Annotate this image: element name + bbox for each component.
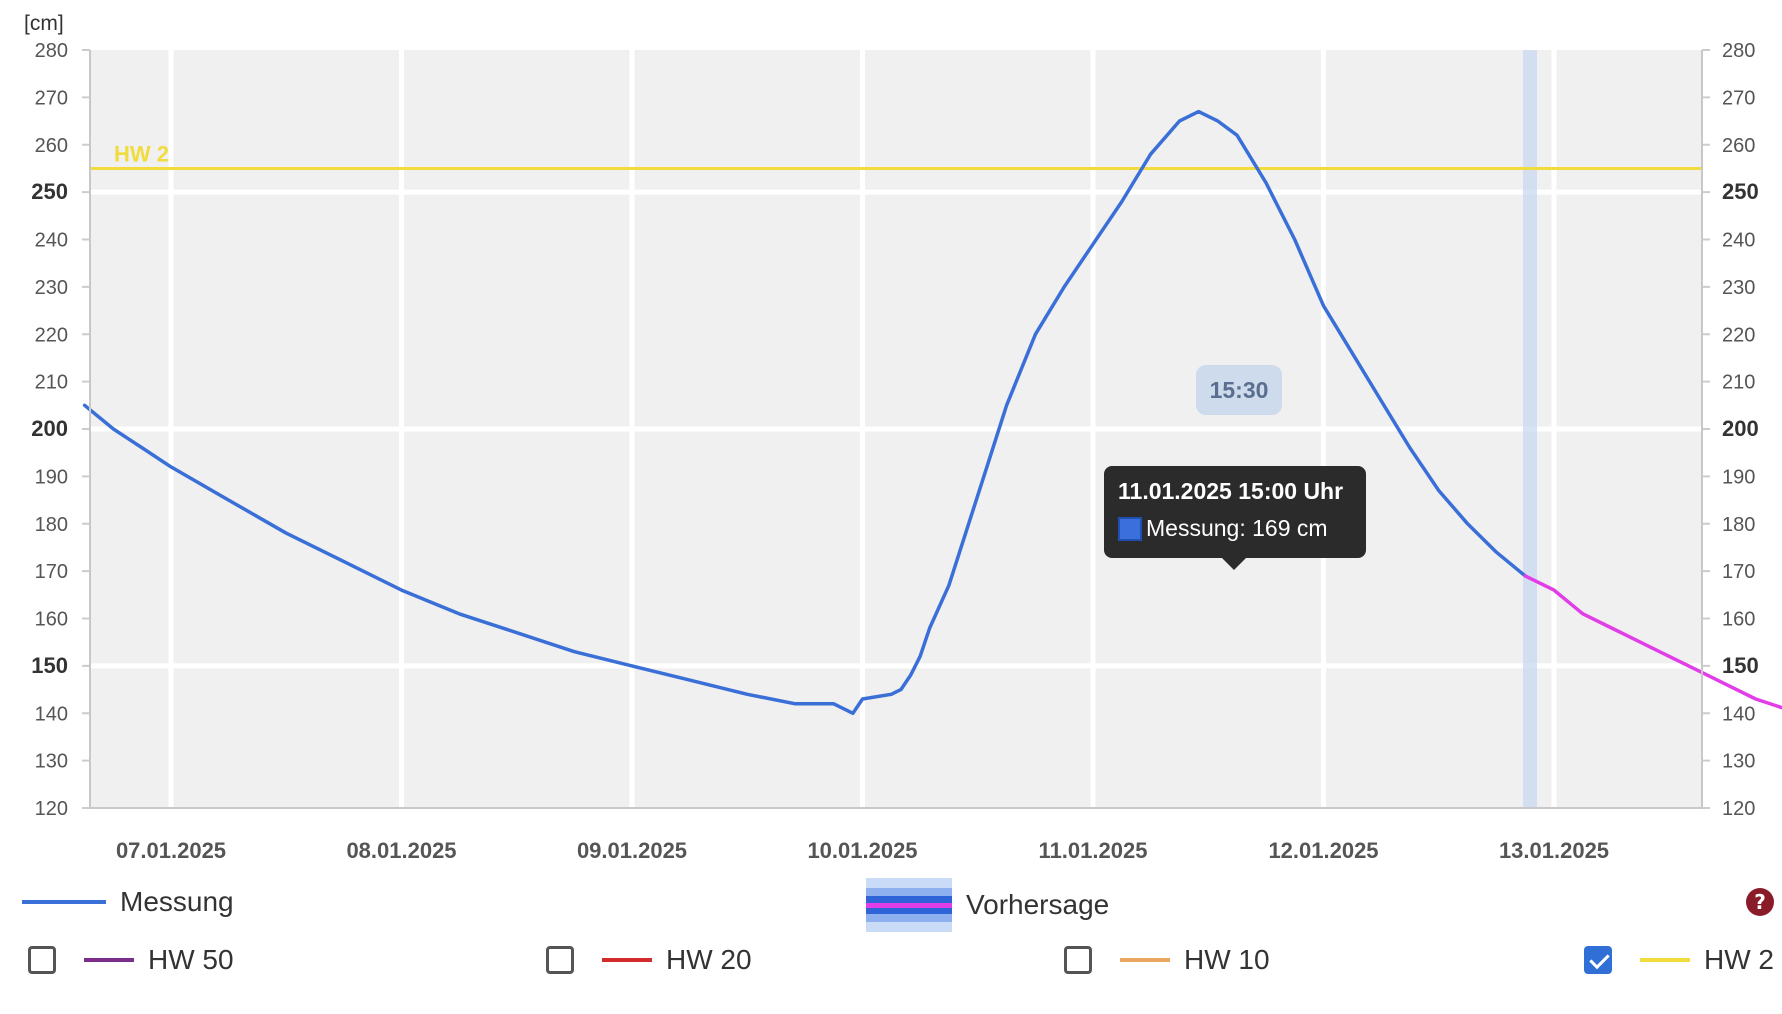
series xyxy=(82,109,1782,716)
threshold-toggle-hw50[interactable]: HW 50 xyxy=(28,944,234,976)
tooltip-text: Messung: 169 cm xyxy=(1146,515,1328,541)
legend-swatch-hw50 xyxy=(84,958,134,962)
y-tick-right-210: 210 xyxy=(1722,372,1755,394)
crosshair-time-badge: 15:30 xyxy=(1196,365,1282,415)
forecast-band-icon xyxy=(866,878,952,932)
help-icon[interactable]: ? xyxy=(1746,888,1774,916)
y-tick-left-140: 140 xyxy=(35,703,68,725)
y-tick-right-280: 280 xyxy=(1722,40,1755,62)
y-tick-left-130: 130 xyxy=(35,751,68,773)
y-axis-right: 120 130 140 150 160 170 180 190 200 210 220 230 240 2… xyxy=(1702,40,1759,820)
y-tick-left-260: 260 xyxy=(35,135,68,157)
threshold-label-0: HW 2 xyxy=(114,141,169,166)
x-tick-2: 09.01.2025 xyxy=(577,838,687,860)
tooltip-entry: Messung: 169 cm xyxy=(1118,515,1352,542)
crosshair xyxy=(1522,50,1537,808)
y-tick-left-270: 270 xyxy=(35,87,68,109)
legend-label-hw20: HW 20 xyxy=(666,944,752,975)
legend-swatch-hw10 xyxy=(1120,958,1170,962)
x-tick-4: 11.01.2025 xyxy=(1039,838,1148,860)
hw2-checkbox[interactable] xyxy=(1584,946,1612,974)
y-tick-right-170: 170 xyxy=(1722,561,1755,583)
legend-swatch-messung xyxy=(22,900,106,904)
legend-label-hw50: HW 50 xyxy=(148,944,234,975)
y-tick-right-180: 180 xyxy=(1722,514,1755,536)
threshold-toggle-hw20[interactable]: HW 20 xyxy=(546,944,752,976)
legend-item-messung[interactable]: Messung xyxy=(22,886,234,918)
y-tick-right-140: 140 xyxy=(1722,703,1755,725)
hw10-checkbox[interactable] xyxy=(1064,946,1092,974)
y-tick-right-220: 220 xyxy=(1722,324,1755,346)
legend-swatch-hw2 xyxy=(1640,958,1690,962)
legend-item-vorhersage[interactable]: Vorhersage xyxy=(866,878,1109,932)
legend-label-hw10: HW 10 xyxy=(1184,944,1270,975)
y-tick-right-150: 150 xyxy=(1722,653,1759,678)
x-tick-0: 07.01.2025 xyxy=(116,838,226,860)
y-tick-left-200: 200 xyxy=(31,416,68,441)
data-tooltip: 11.01.2025 15:00 Uhr Messung: 169 cm xyxy=(1104,466,1366,570)
y-tick-right-270: 270 xyxy=(1722,87,1755,109)
water-level-chart: HW 2 120 130 140 150 160 170 180 190 200 210 220 23… xyxy=(24,12,1782,860)
x-tick-6: 13.01.2025 xyxy=(1499,838,1609,860)
crosshair-band xyxy=(1522,50,1537,808)
grid xyxy=(90,50,1702,808)
legend-series-row: Messung Vorhersage ? xyxy=(0,878,1782,932)
x-axis: 07.01.2025 08.01.2025 09.01.2025 10.01.2025… xyxy=(116,838,1609,860)
y-tick-left-250: 250 xyxy=(31,179,68,204)
y-tick-left-120: 120 xyxy=(35,798,68,820)
hw20-checkbox[interactable] xyxy=(546,946,574,974)
y-tick-left-210: 210 xyxy=(35,372,68,394)
y-tick-left-180: 180 xyxy=(35,514,68,536)
x-tick-1: 08.01.2025 xyxy=(346,838,456,860)
y-tick-left-280: 280 xyxy=(35,40,68,62)
y-tick-left-170: 170 xyxy=(35,561,68,583)
threshold-lines: HW 2 xyxy=(90,141,1702,170)
y-tick-right-120: 120 xyxy=(1722,798,1755,820)
y-tick-right-160: 160 xyxy=(1722,609,1755,631)
legend-thresholds-row: HW 50 HW 20 HW 10 HW 2 xyxy=(0,944,1782,994)
y-tick-right-230: 230 xyxy=(1722,277,1755,299)
legend-label-vorhersage: Vorhersage xyxy=(966,889,1110,920)
tooltip-title: 11.01.2025 15:00 Uhr xyxy=(1118,478,1344,504)
y-unit-label: [cm] xyxy=(24,12,64,35)
y-tick-left-160: 160 xyxy=(35,609,68,631)
y-tick-right-260: 260 xyxy=(1722,135,1755,157)
y-tick-left-220: 220 xyxy=(35,324,68,346)
hw50-checkbox[interactable] xyxy=(28,946,56,974)
y-tick-left-240: 240 xyxy=(35,230,68,252)
y-tick-right-190: 190 xyxy=(1722,466,1755,488)
x-tick-3: 10.01.2025 xyxy=(807,838,917,860)
tooltip-swatch-icon xyxy=(1118,516,1142,541)
forecast-band-line xyxy=(866,903,952,908)
legend-label-hw2: HW 2 xyxy=(1704,944,1774,975)
legend-label-messung: Messung xyxy=(120,886,234,917)
y-tick-right-250: 250 xyxy=(1722,179,1759,204)
x-tick-5: 12.01.2025 xyxy=(1268,838,1378,860)
y-tick-left-150: 150 xyxy=(31,653,68,678)
threshold-toggle-hw2[interactable]: HW 2 xyxy=(1584,944,1774,976)
threshold-toggle-hw10[interactable]: HW 10 xyxy=(1064,944,1270,976)
y-tick-right-240: 240 xyxy=(1722,230,1755,252)
y-axis-left: 120 130 140 150 160 170 180 190 200 210 220 230 240 2… xyxy=(31,40,90,820)
y-tick-right-200: 200 xyxy=(1722,416,1759,441)
y-tick-right-130: 130 xyxy=(1722,751,1755,773)
y-tick-left-190: 190 xyxy=(35,466,68,488)
y-tick-left-230: 230 xyxy=(35,277,68,299)
legend-swatch-hw20 xyxy=(602,958,652,962)
